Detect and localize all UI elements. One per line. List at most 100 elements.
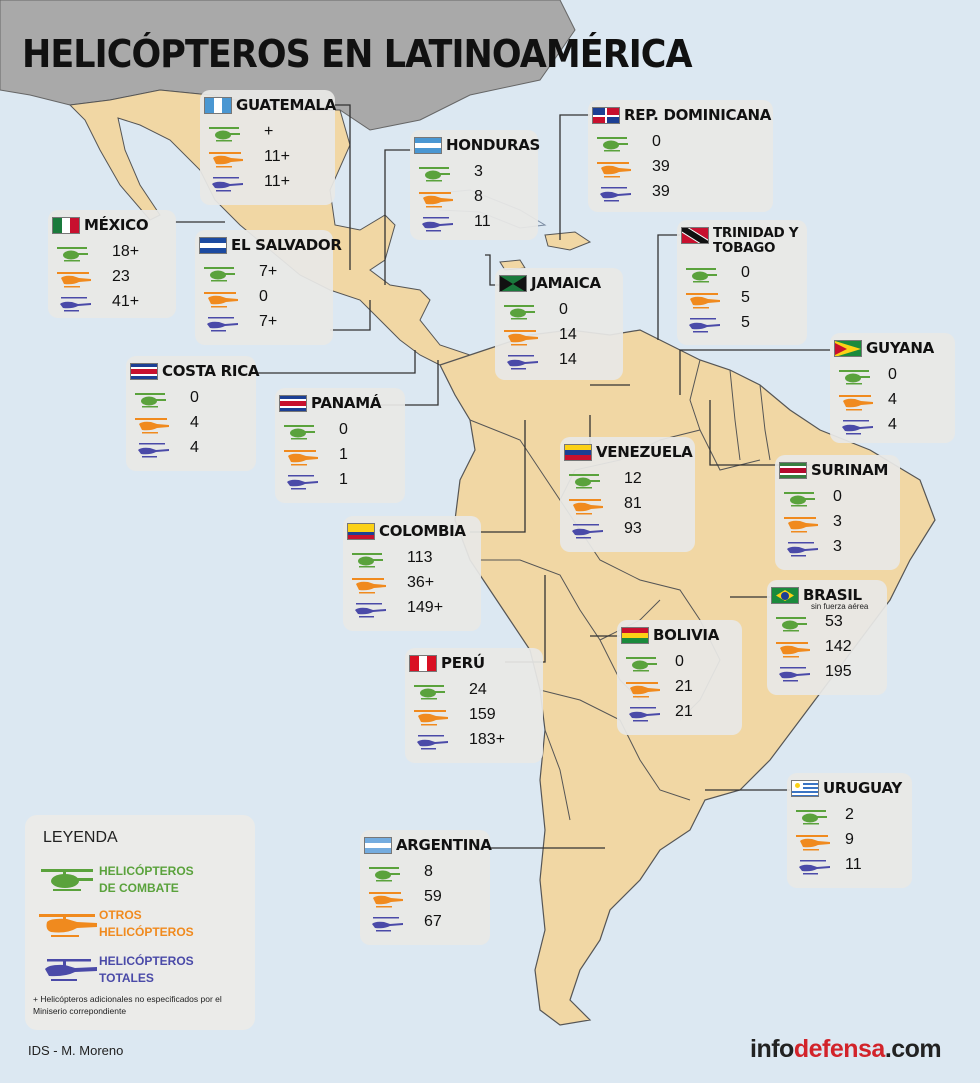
country-name: JAMAICA xyxy=(531,274,601,292)
country-name: PANAMÁ xyxy=(311,394,382,412)
other-count: 9 xyxy=(845,831,854,848)
combat-count: 0 xyxy=(833,488,842,505)
other-helicopter-icon xyxy=(784,517,818,533)
country-card-panama: PANAMÁ 0 1 1 xyxy=(275,388,405,503)
total-count: 3 xyxy=(833,538,842,555)
other-row: 142 xyxy=(775,638,883,660)
total-row: 11 xyxy=(418,213,534,235)
other-count: 5 xyxy=(741,289,750,306)
other-row: 0 xyxy=(203,288,329,310)
credit-text: IDS - M. Moreno xyxy=(28,1043,124,1058)
other-count: 8 xyxy=(474,188,483,205)
flag-peru xyxy=(409,655,437,672)
country-card-venezuela: VENEZUELA 12 81 93 xyxy=(560,437,695,552)
combat-helicopter-icon xyxy=(569,474,600,489)
flag-bolivia xyxy=(621,627,649,644)
total-helicopter-icon xyxy=(60,297,91,312)
other-count: 39 xyxy=(652,158,670,175)
country-name: PERÚ xyxy=(441,654,485,672)
combat-count: 3 xyxy=(474,163,483,180)
country-card-bolivia: BOLIVIA 0 21 21 xyxy=(617,620,742,735)
combat-helicopter-icon xyxy=(839,370,870,385)
other-count: 0 xyxy=(259,288,268,305)
combat-row: 24 xyxy=(413,681,539,703)
legend-total-label: HELICÓPTEROS TOTALES xyxy=(99,954,194,985)
other-count: 14 xyxy=(559,326,577,343)
total-helicopter-icon xyxy=(372,917,403,932)
other-row: 4 xyxy=(838,391,951,413)
flag-jamaica xyxy=(499,275,527,292)
country-card-rep-dominicana: REP. DOMINICANA 0 39 39 xyxy=(588,100,773,212)
other-helicopter-icon xyxy=(419,192,453,208)
other-helicopter-icon xyxy=(414,710,448,726)
total-row: 11+ xyxy=(208,173,331,195)
total-count: 11+ xyxy=(264,173,290,190)
country-card-el-salvador: EL SALVADOR 7+ 0 7+ xyxy=(195,230,342,345)
other-helicopter-icon xyxy=(776,642,810,658)
total-helicopter-icon xyxy=(689,318,720,333)
combat-count: 53 xyxy=(825,613,843,630)
country-name: COLOMBIA xyxy=(379,522,466,540)
total-count: 5 xyxy=(741,314,750,331)
country-card-guyana: GUYANA 0 4 4 xyxy=(830,333,955,443)
total-helicopter-icon xyxy=(422,217,453,232)
legend-other-label: OTROS HELICÓPTEROS xyxy=(99,908,194,939)
other-row: 1 xyxy=(283,446,401,468)
combat-helicopter-icon xyxy=(626,657,657,672)
other-count: 81 xyxy=(624,495,642,512)
combat-row: 0 xyxy=(838,366,951,388)
other-row: 81 xyxy=(568,495,691,517)
combat-helicopter-icon xyxy=(419,167,450,182)
total-helicopter-icon xyxy=(138,443,169,458)
combat-helicopter-icon xyxy=(284,425,315,440)
combat-helicopter-icon xyxy=(57,247,88,262)
total-helicopter-icon xyxy=(600,187,631,202)
total-row: 67 xyxy=(368,913,486,935)
other-row: 5 xyxy=(685,289,803,311)
combat-row: 53 xyxy=(775,613,883,635)
other-count: 4 xyxy=(888,391,897,408)
other-helicopter-icon xyxy=(57,272,91,288)
country-name: TRINIDAD Y TOBAGO xyxy=(713,225,799,256)
other-helicopter-icon xyxy=(369,892,403,908)
country-name: SURINAM xyxy=(811,461,889,479)
combat-row: 113 xyxy=(351,549,477,571)
country-card-brasil: BRASIL sin fuerza aérea 53 142 195 xyxy=(767,580,887,695)
combat-row: 0 xyxy=(503,301,619,323)
combat-helicopter-icon xyxy=(41,869,93,891)
other-helicopter-icon xyxy=(626,682,660,698)
other-helicopter-icon xyxy=(209,152,243,168)
other-helicopter-icon xyxy=(135,418,169,434)
legend-note: + Helicópteros adicionales no especifica… xyxy=(33,994,222,1016)
combat-row: 18+ xyxy=(56,243,172,265)
other-count: 4 xyxy=(190,414,199,431)
flag-trinidad xyxy=(681,227,709,244)
country-name: COSTA RICA xyxy=(162,362,260,380)
total-row: 3 xyxy=(783,538,896,560)
other-helicopter-icon xyxy=(39,914,97,937)
flag-mexico xyxy=(52,217,80,234)
combat-count: 7+ xyxy=(259,263,278,280)
country-name: GUATEMALA xyxy=(236,96,336,114)
combat-row: 0 xyxy=(783,488,896,510)
other-row: 3 xyxy=(783,513,896,535)
combat-count: 0 xyxy=(190,389,199,406)
flag-uruguay xyxy=(791,780,819,797)
other-helicopter-icon xyxy=(839,395,873,411)
combat-row: 0 xyxy=(685,264,803,286)
total-row: 149+ xyxy=(351,599,477,621)
combat-row: 3 xyxy=(418,163,534,185)
other-helicopter-icon xyxy=(796,835,830,851)
other-count: 59 xyxy=(424,888,442,905)
flag-venezuela xyxy=(564,444,592,461)
other-count: 36+ xyxy=(407,574,435,591)
other-helicopter-icon xyxy=(569,499,603,515)
total-count: 183+ xyxy=(469,731,506,748)
country-card-colombia: COLOMBIA 113 36+ 149+ xyxy=(343,516,481,631)
other-row: 14 xyxy=(503,326,619,348)
combat-helicopter-icon xyxy=(686,268,717,283)
combat-count: 0 xyxy=(559,301,568,318)
legend-panel: LEYENDA HELICÓPTEROS DE COMBATE OTROS HE… xyxy=(25,815,255,1030)
country-name: EL SALVADOR xyxy=(231,236,342,254)
total-count: 93 xyxy=(624,520,642,537)
